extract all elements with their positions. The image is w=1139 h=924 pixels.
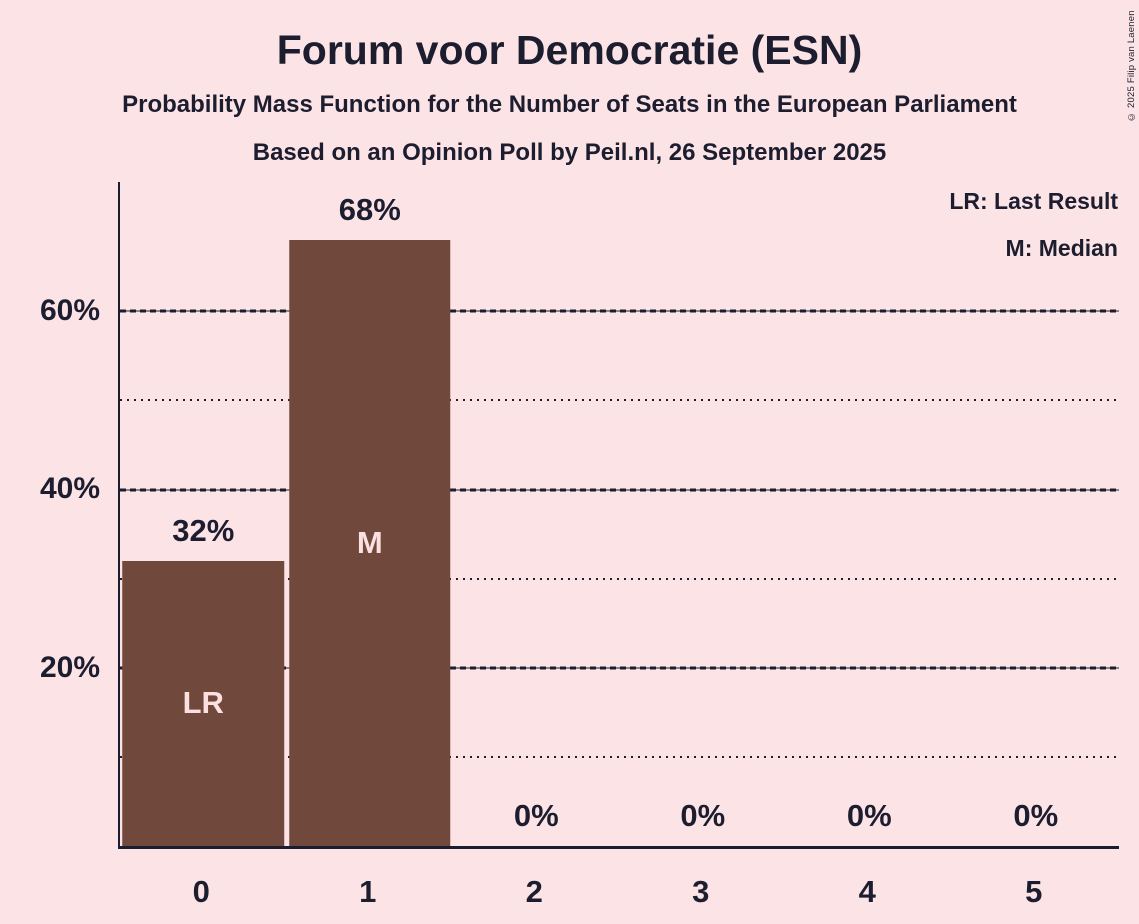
x-tick-label-2: 2 [525,874,543,909]
gridline-60-percent [120,309,1119,313]
bars-container: 32% LR 68% M 0% 0% 0% 0% [120,182,1119,846]
bar-column-5: 0% [953,182,1120,846]
bar-value-label-2: 0% [513,798,559,833]
subtitle-poll: Based on an Opinion Poll by Peil.nl, 26 … [252,139,887,166]
bar-column-4: 0% [786,182,953,846]
bar-column-1: 68% M [287,182,454,846]
y-axis-labels: 20% 40% 60% [0,182,100,846]
plot-area: 32% LR 68% M 0% 0% 0% 0% [118,182,1119,849]
legend-median: M: Median [1005,235,1118,261]
bar-column-3: 0% [620,182,787,846]
x-tick-label-5: 5 [1025,874,1043,909]
bar-annotation-lr: LR [182,685,224,721]
bar-value-label-5: 0% [1013,798,1059,833]
bar-seats-0 [122,560,284,846]
x-tick-label-1: 1 [359,874,377,909]
x-axis-labels: 0 1 2 3 4 5 [118,874,1117,910]
gridline-40-percent [120,488,1119,491]
page-title: Forum voor Democratie (ESN) [276,27,863,73]
gridline-50-percent [120,399,1119,402]
bar-value-label-0: 32% [172,512,235,548]
gridline-20-percent [120,666,1119,670]
gridline-10-percent [120,755,1119,758]
y-tick-label-20: 20% [39,650,100,684]
bar-value-label-1: 68% [338,191,401,227]
x-tick-label-4: 4 [858,874,876,909]
bar-value-label-3: 0% [680,798,726,833]
x-tick-label-3: 3 [692,874,710,909]
legend: LR: Last Result M: Median [949,184,1118,265]
y-tick-label-40: 40% [39,472,100,506]
copyright-notice: © 2025 Filip van Laenen [1126,10,1137,122]
subtitle-pmf: Probability Mass Function for the Number… [122,91,1017,118]
bar-value-label-4: 0% [846,798,892,833]
bar-annotation-m: M [356,524,383,560]
bar-column-2: 0% [453,182,620,846]
x-tick-label-0: 0 [192,874,210,909]
y-tick-label-60: 60% [39,294,100,328]
bar-column-0: 32% LR [120,182,287,846]
bar-seats-1 [289,239,451,846]
legend-last-result: LR: Last Result [949,188,1118,214]
gridline-30-percent [120,577,1119,580]
